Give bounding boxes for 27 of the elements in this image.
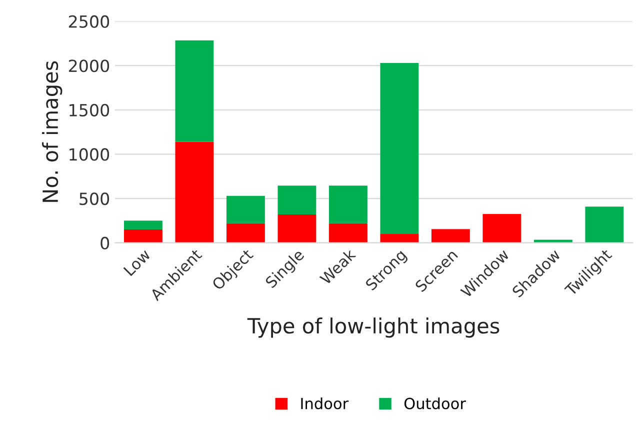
bar (175, 40, 214, 142)
y-tick-label: 0 (100, 236, 110, 250)
bar (175, 142, 214, 243)
bar (124, 220, 162, 230)
y-tick-label: 2500 (68, 15, 110, 28)
y-tick-label: 1500 (70, 104, 110, 116)
bar (226, 223, 265, 243)
bar (380, 62, 419, 234)
bar (328, 223, 368, 243)
x-axis-title: Type of low-light images (247, 318, 500, 338)
bar (278, 214, 316, 243)
legend-label: Outdoor (404, 397, 466, 410)
bar (534, 240, 572, 243)
y-tick-label: 2000 (68, 60, 110, 72)
x-tick-label: Low (123, 248, 152, 276)
bar (585, 206, 624, 243)
bar (431, 229, 470, 243)
y-axis-title: No. of images (42, 61, 62, 202)
bar (328, 186, 368, 224)
bar (380, 234, 419, 243)
bar (482, 214, 522, 243)
bar (278, 186, 316, 214)
legend-label: Indoor (301, 397, 349, 410)
bar (226, 196, 265, 224)
y-tick-label: 1000 (70, 148, 110, 161)
y-tick-label: 500 (80, 192, 110, 206)
bar (124, 230, 162, 243)
